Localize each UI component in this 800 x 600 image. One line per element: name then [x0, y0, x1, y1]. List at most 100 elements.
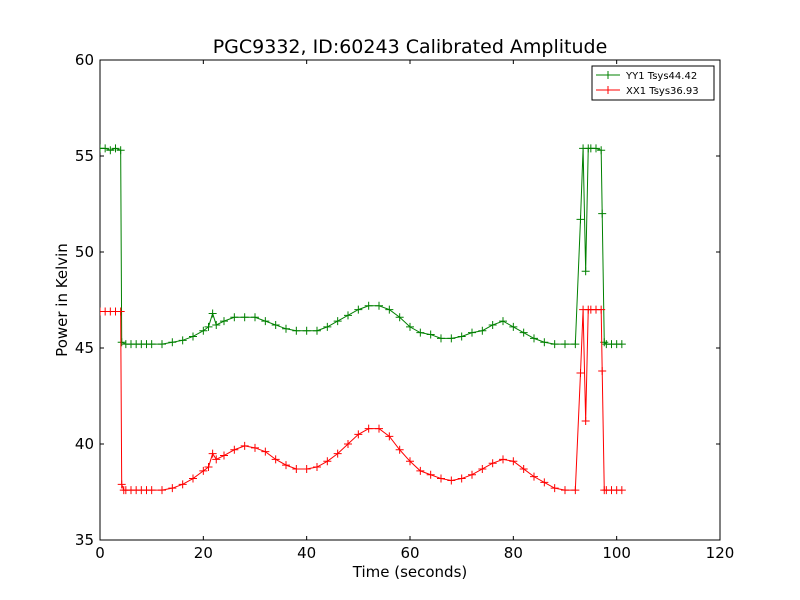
data-point-marker	[406, 457, 414, 466]
data-point-marker	[519, 328, 528, 337]
data-point-marker	[468, 328, 476, 337]
x-tick-label: 80	[504, 544, 523, 562]
y-tick-label: 40	[75, 435, 94, 453]
data-point-marker	[561, 340, 569, 349]
data-point-marker	[158, 340, 166, 349]
data-point-marker	[530, 334, 538, 343]
data-point-marker	[530, 472, 538, 481]
data-point-marker	[333, 317, 342, 326]
data-point-marker	[199, 326, 208, 335]
data-point-marker	[364, 424, 373, 433]
data-point-marker	[509, 322, 518, 331]
y-tick-label: 45	[75, 339, 94, 357]
data-point-marker	[292, 326, 301, 335]
x-tick-label: 120	[706, 544, 735, 562]
data-point-marker	[571, 486, 580, 495]
data-point-marker	[437, 334, 445, 343]
data-point-marker	[597, 146, 606, 155]
data-point-marker	[240, 441, 249, 450]
data-point-marker	[147, 340, 156, 349]
data-point-marker	[106, 146, 115, 155]
data-point-marker	[385, 305, 394, 314]
data-point-marker	[354, 305, 363, 314]
data-point-marker	[550, 484, 559, 493]
data-point-marker	[208, 309, 217, 318]
data-point-marker	[550, 340, 559, 349]
data-point-marker	[323, 322, 332, 331]
data-point-marker	[208, 449, 217, 458]
data-point-marker	[406, 322, 414, 331]
data-point-marker	[101, 144, 110, 153]
data-point-marker	[240, 313, 249, 322]
data-point-marker	[519, 464, 528, 473]
legend-label: YY1 Tsys44.42	[625, 71, 697, 82]
data-point-marker	[230, 445, 239, 454]
data-point-marker	[598, 209, 607, 218]
data-point-marker	[178, 336, 187, 345]
y-tick-label: 55	[75, 147, 94, 165]
data-point-marker	[220, 317, 228, 326]
data-point-marker	[302, 464, 311, 473]
data-point-marker	[488, 459, 497, 468]
x-tick-label: 60	[400, 544, 419, 562]
data-point-marker	[271, 320, 280, 329]
x-tick-label: 0	[95, 544, 105, 562]
data-point-marker	[261, 317, 270, 326]
legend-item: XX1 Tsys36.93	[596, 86, 699, 97]
data-point-marker	[499, 317, 507, 326]
data-point-marker	[617, 486, 626, 495]
x-axis-label: Time (seconds)	[352, 563, 468, 581]
data-point-marker	[576, 368, 585, 377]
data-point-marker	[468, 470, 476, 479]
data-point-marker	[571, 340, 580, 349]
legend-marker	[604, 86, 612, 94]
data-point-marker	[426, 470, 435, 479]
data-point-marker	[478, 326, 487, 335]
data-point-marker	[323, 457, 332, 466]
data-point-marker	[282, 461, 290, 470]
data-point-marker	[354, 430, 363, 439]
data-point-marker	[509, 457, 518, 466]
data-point-marker	[147, 486, 156, 495]
data-point-marker	[375, 301, 383, 310]
data-point-marker	[447, 476, 456, 485]
data-point-marker	[447, 334, 456, 343]
data-point-marker	[189, 474, 197, 483]
data-point-marker	[364, 301, 373, 310]
y-axis-label: Power in Kelvin	[53, 243, 71, 357]
legend-label: XX1 Tsys36.93	[626, 86, 699, 97]
data-point-marker	[111, 144, 120, 153]
data-point-marker	[576, 215, 585, 224]
data-point-marker	[344, 311, 352, 320]
data-point-marker	[592, 144, 600, 153]
series-1	[100, 144, 626, 349]
data-point-marker	[212, 455, 221, 464]
data-point-marker	[344, 440, 352, 448]
data-point-marker	[478, 464, 487, 473]
data-point-marker	[540, 478, 549, 487]
data-point-marker	[261, 447, 270, 456]
ticks-layer: 0 20 40 60 80 100 120 35 40 45 50 55 60	[75, 51, 734, 562]
x-tick-label: 20	[194, 544, 213, 562]
legend: YY1 Tsys44.42 XX1 Tsys36.93	[591, 65, 715, 101]
legend-box	[591, 65, 715, 101]
data-point-marker	[313, 326, 321, 335]
data-point-marker	[488, 320, 497, 329]
y-tick-label: 60	[75, 51, 94, 69]
data-point-marker	[204, 322, 213, 331]
data-point-marker	[561, 486, 569, 495]
data-point-marker	[282, 324, 290, 333]
x-tick-label: 100	[602, 544, 631, 562]
data-point-marker	[271, 455, 280, 464]
y-tick-label: 35	[75, 531, 94, 549]
data-point-marker	[116, 146, 125, 155]
series-layer	[100, 144, 626, 495]
data-point-marker	[116, 307, 125, 316]
data-point-marker	[333, 449, 342, 458]
data-point-marker	[597, 305, 606, 314]
data-point-marker	[251, 443, 259, 452]
legend-marker	[604, 71, 612, 79]
data-point-marker	[437, 474, 445, 483]
x-tick-label: 40	[297, 544, 316, 562]
